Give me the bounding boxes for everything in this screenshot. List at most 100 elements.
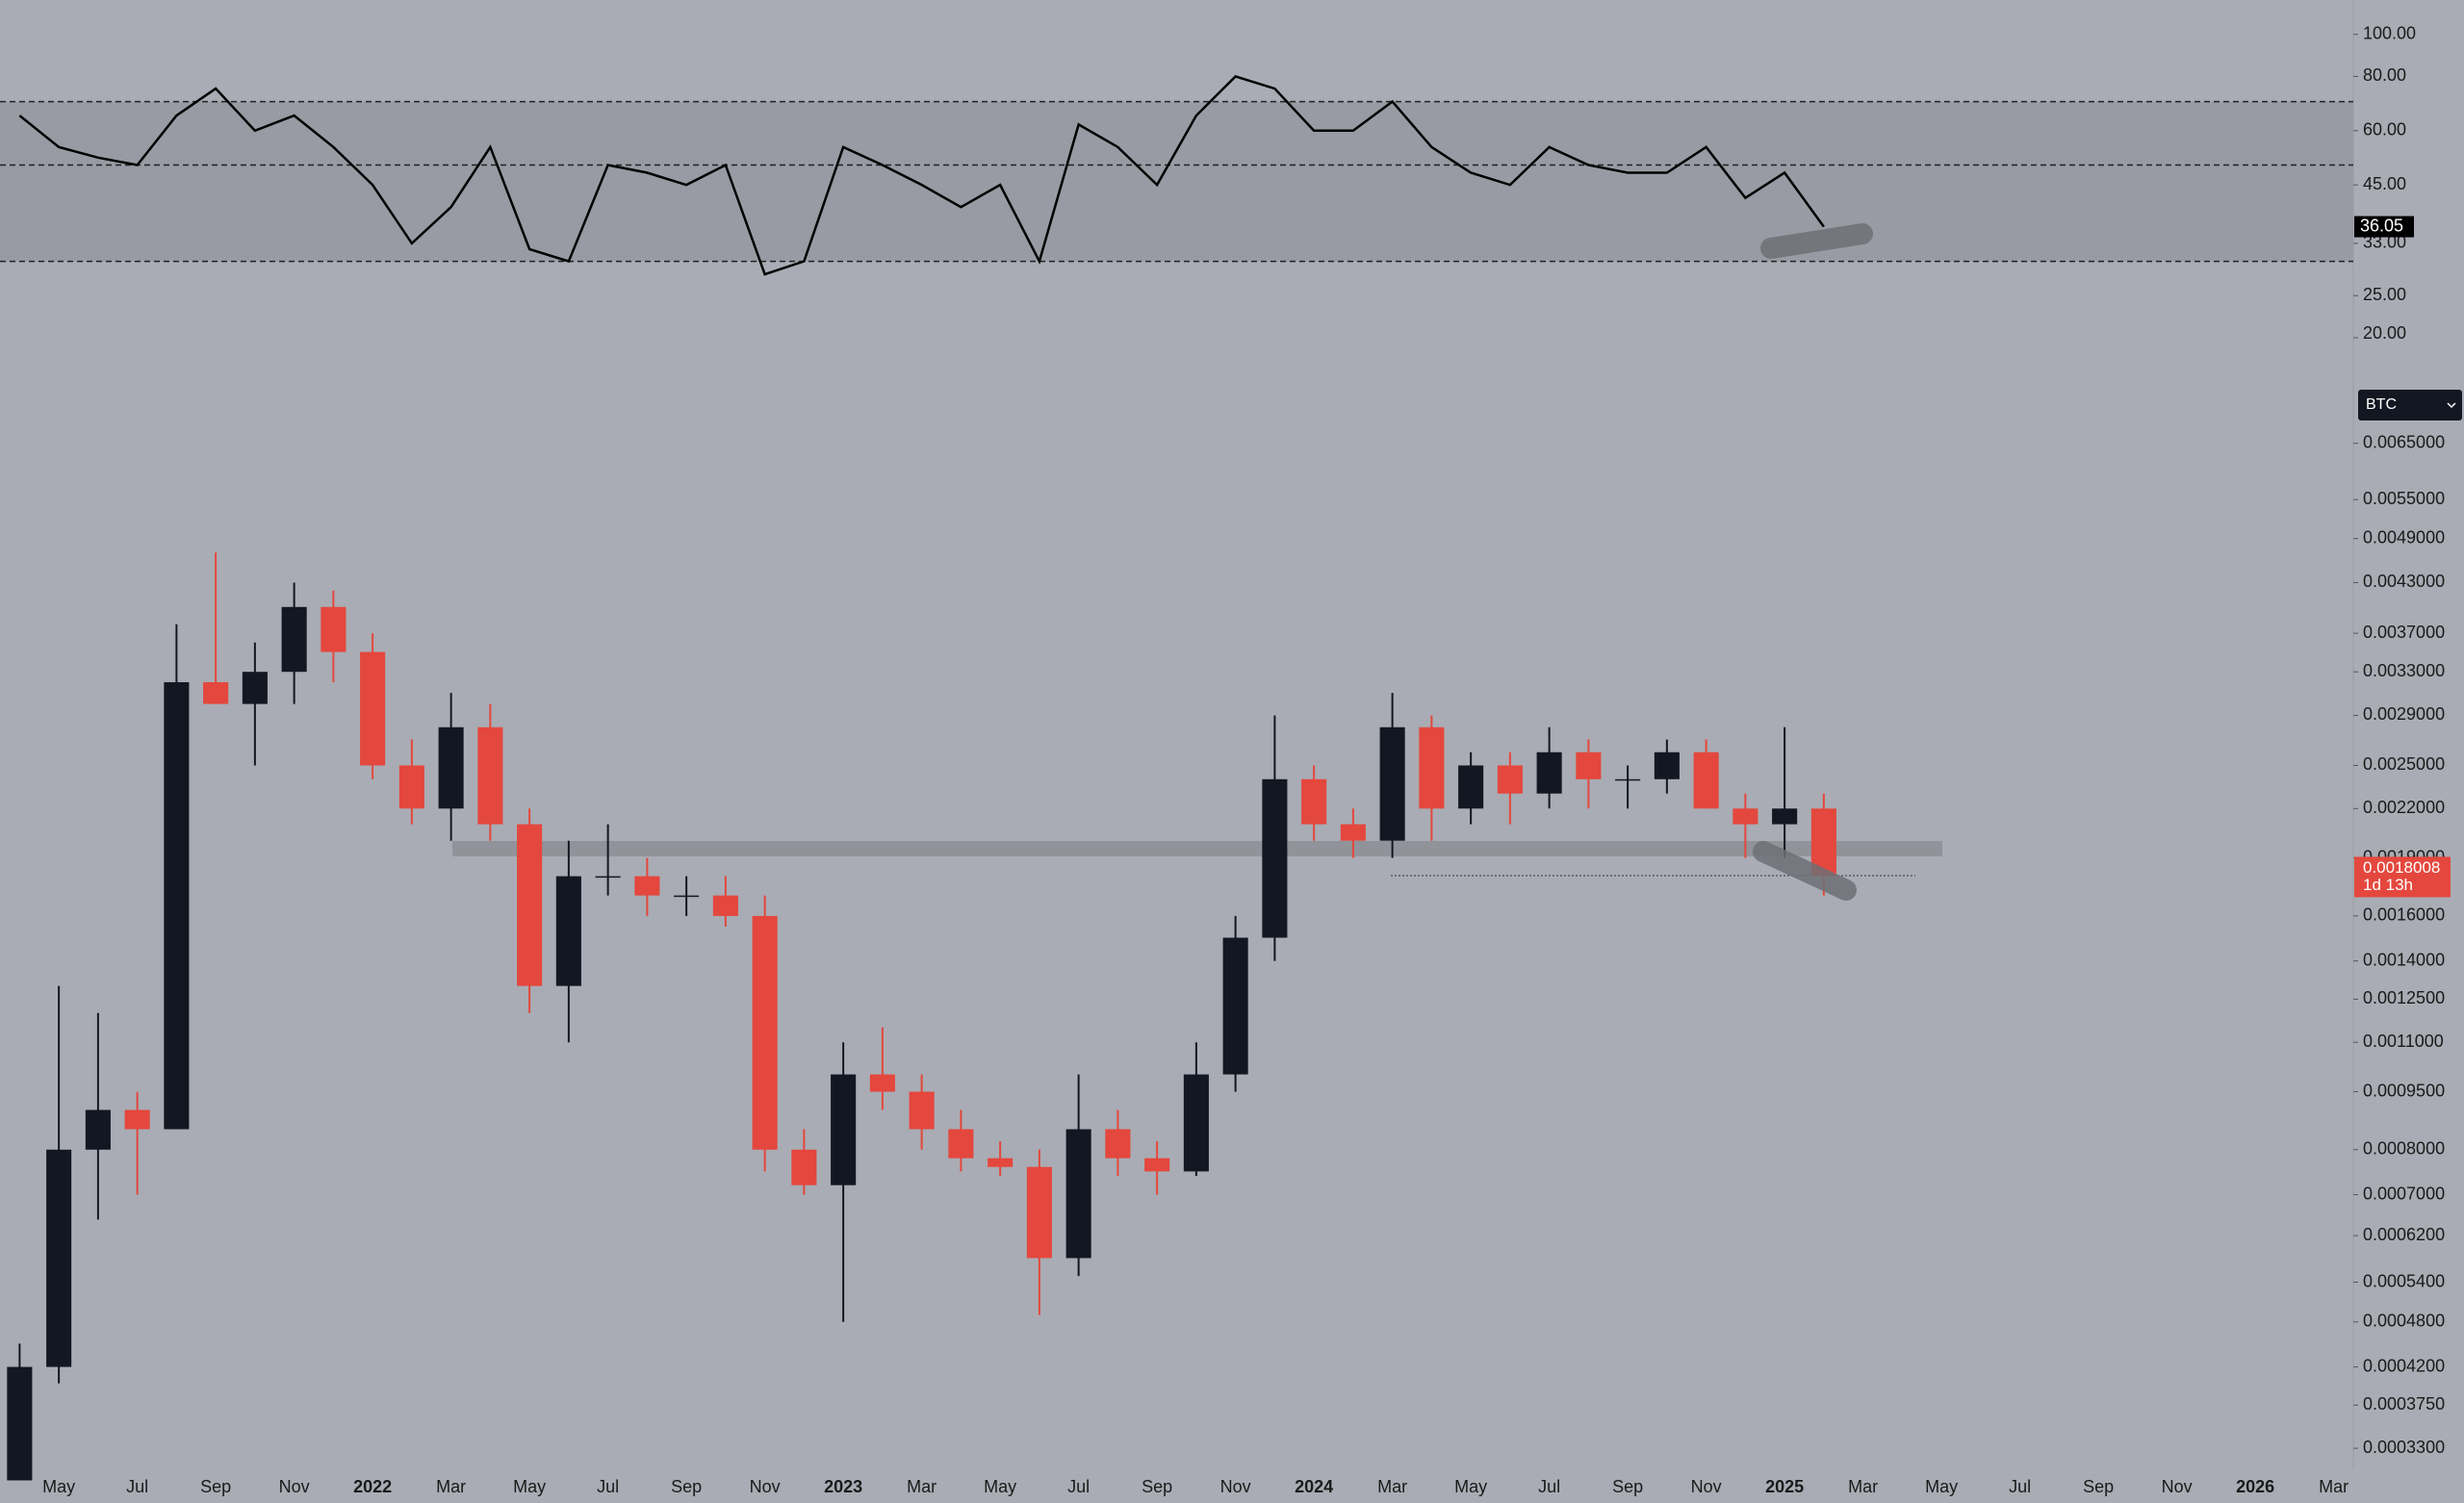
x-tick-label: Mar (1848, 1477, 1878, 1496)
y-tick-label: 33.00 (2363, 233, 2406, 252)
x-tick-label: 2022 (353, 1477, 392, 1496)
x-tick-label: Jul (126, 1477, 148, 1496)
candle-body (1419, 726, 1445, 809)
y-tick-label: 80.00 (2363, 65, 2406, 85)
y-tick-label: 25.00 (2363, 285, 2406, 304)
dropdown-icon[interactable] (2447, 402, 2456, 409)
y-tick-label: 0.0014000 (2363, 950, 2445, 969)
y-tick-label: 0.0003300 (2363, 1438, 2445, 1457)
x-tick-label: Mar (436, 1477, 466, 1496)
candle-body (1379, 726, 1405, 841)
x-tick-label: Sep (671, 1477, 702, 1496)
candle-body (1615, 778, 1641, 781)
y-tick-label: 20.00 (2363, 323, 2406, 343)
candle-body (712, 895, 738, 916)
rsi-band (0, 101, 2353, 262)
candle-body (1693, 752, 1719, 809)
candle-body (752, 915, 778, 1150)
candle-body (595, 876, 621, 879)
candle-body (869, 1074, 895, 1092)
candle-body (948, 1129, 974, 1159)
y-tick-label: 45.00 (2363, 174, 2406, 193)
x-tick-label: Jul (2009, 1477, 2031, 1496)
candle-body (477, 726, 503, 825)
candle-body (438, 726, 464, 809)
x-tick-label: Jul (597, 1477, 619, 1496)
candle-body (674, 895, 700, 898)
y-tick-label: 0.0008000 (2363, 1139, 2445, 1159)
x-tick-label: Sep (2083, 1477, 2114, 1496)
y-tick-label: 0.0029000 (2363, 704, 2445, 724)
x-tick-label: Jul (1067, 1477, 1090, 1496)
candle-body (360, 651, 386, 766)
candle-body (281, 606, 307, 673)
x-tick-label: Jul (1538, 1477, 1560, 1496)
candle-body (634, 876, 660, 896)
x-tick-label: Nov (1220, 1477, 1251, 1496)
y-tick-label: 100.00 (2363, 23, 2416, 42)
candle-body (164, 681, 190, 1130)
candle-body (1497, 765, 1523, 794)
y-tick-label: 0.0033000 (2363, 661, 2445, 680)
y-tick-label: 0.0007000 (2363, 1184, 2445, 1203)
candle-body (555, 876, 581, 986)
candle-body (1654, 752, 1680, 779)
x-tick-label: Mar (2319, 1477, 2348, 1496)
y-tick-label: 0.0011000 (2363, 1032, 2444, 1051)
candle-body (988, 1158, 1014, 1167)
candle-body (1183, 1074, 1209, 1172)
x-tick-label: May (42, 1477, 75, 1496)
y-tick-label: 0.0006200 (2363, 1225, 2445, 1244)
candle-body (1105, 1129, 1131, 1159)
marks: 100.00 80.00 60.00 45.00 33.00 25.00 20.00 36.0… (0, 23, 2451, 1496)
y-tick-label: 0.0009500 (2363, 1081, 2445, 1100)
x-tick-label: Mar (1377, 1477, 1407, 1496)
countdown-label: 1d 13h (2363, 876, 2413, 894)
candle-body (517, 824, 543, 986)
highlighter-stroke (1753, 841, 1857, 901)
candle-body (909, 1091, 935, 1130)
x-tick-label: 2026 (2236, 1477, 2274, 1496)
x-tick-label: May (984, 1477, 1016, 1496)
y-tick-label: 0.0012500 (2363, 988, 2445, 1007)
y-tick-label: 0.0043000 (2363, 572, 2445, 591)
rsi-line (18, 75, 1825, 276)
y-tick-label: 0.0022000 (2363, 798, 2445, 817)
candle-body (1026, 1166, 1052, 1259)
candle-body (1144, 1158, 1170, 1172)
candle-body (1222, 937, 1248, 1075)
candle-body (124, 1109, 150, 1130)
y-tick-label: 0.0049000 (2363, 527, 2445, 547)
y-tick-label: 0.0004200 (2363, 1356, 2445, 1375)
last-value-box (2354, 216, 2414, 238)
candle-body (1772, 808, 1798, 825)
candle-body (791, 1149, 817, 1185)
candle-body (1536, 752, 1562, 794)
y-tick-label: 0.0055000 (2363, 489, 2445, 508)
x-tick-label: May (1454, 1477, 1487, 1496)
candle-body (7, 1366, 33, 1481)
candle-body (46, 1149, 72, 1367)
candle-body (1340, 824, 1366, 841)
candle-body (1576, 752, 1602, 779)
x-tick-label: May (513, 1477, 546, 1496)
y-tick-label: 0.0037000 (2363, 623, 2445, 642)
candle-body (1458, 765, 1484, 809)
y-tick-label: 0.0004800 (2363, 1312, 2445, 1331)
zone-highlight (452, 841, 1942, 856)
symbol-label[interactable]: BTC (2366, 396, 2397, 413)
candle-body (831, 1074, 857, 1185)
candle-body (242, 672, 268, 704)
candle-body (203, 681, 229, 704)
y-tick-label: 60.00 (2363, 120, 2406, 140)
x-tick-label: Nov (2162, 1477, 2193, 1496)
x-tick-label: Mar (907, 1477, 937, 1496)
candle-body (85, 1109, 111, 1150)
candle-body (1065, 1129, 1091, 1259)
x-tick-label: Sep (200, 1477, 231, 1496)
symbol-select[interactable] (2358, 390, 2462, 420)
x-tick-label: Nov (750, 1477, 781, 1496)
x-tick-label: 2024 (1295, 1477, 1333, 1496)
